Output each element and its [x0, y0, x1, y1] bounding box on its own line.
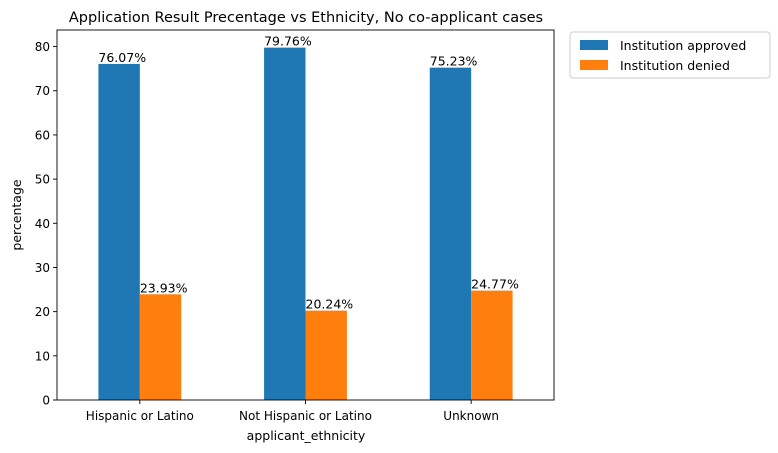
- x-tick-label: Unknown: [443, 409, 499, 423]
- y-tick-label: 20: [35, 305, 50, 319]
- bar: [429, 67, 472, 400]
- x-axis-label: applicant_ethnicity: [247, 428, 366, 443]
- chart-title: Application Result Precentage vs Ethnici…: [69, 10, 543, 26]
- data-label: 24.77%: [471, 277, 519, 292]
- y-tick-label: 30: [35, 261, 50, 275]
- legend-label: Institution approved: [620, 38, 746, 53]
- x-tick-label: Hispanic or Latino: [86, 409, 194, 423]
- legend-label: Institution denied: [620, 58, 730, 73]
- legend-frame: [569, 31, 771, 79]
- x-tick-label: Not Hispanic or Latino: [239, 409, 372, 423]
- plot-area: 76.07% 79.76% 75.23% 23.93% 20.24% 24.77% 0 10 2…: [35, 29, 555, 423]
- y-tick-label: 50: [35, 173, 50, 187]
- data-label: 75.23%: [430, 54, 478, 69]
- legend: Institution approved Institution denied: [569, 31, 771, 79]
- legend-swatch: [580, 60, 608, 70]
- bar: [139, 294, 182, 400]
- y-axis-label: percentage: [9, 179, 24, 250]
- y-tick-label: 60: [35, 128, 50, 142]
- y-tick-label: 0: [42, 394, 50, 408]
- data-label: 23.93%: [140, 280, 188, 295]
- y-tick-label: 80: [35, 40, 50, 54]
- bar: [264, 47, 306, 400]
- data-label: 76.07%: [98, 50, 146, 65]
- data-label: 20.24%: [306, 297, 354, 312]
- y-tick-label: 40: [35, 217, 50, 231]
- bar: [98, 63, 140, 400]
- legend-swatch: [580, 40, 608, 50]
- bar: [471, 290, 513, 400]
- bar: [305, 310, 347, 400]
- y-tick-label: 10: [35, 349, 50, 363]
- data-label: 79.76%: [264, 34, 312, 49]
- y-tick-label: 70: [35, 84, 50, 98]
